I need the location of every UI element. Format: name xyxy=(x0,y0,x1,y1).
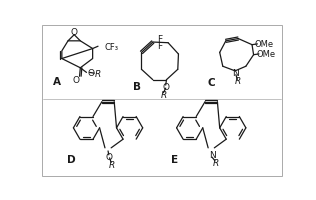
Text: F: F xyxy=(157,41,162,50)
Text: R: R xyxy=(160,90,167,99)
Text: N: N xyxy=(209,151,216,159)
Text: C: C xyxy=(207,77,215,87)
Text: D: D xyxy=(67,154,76,164)
Text: N: N xyxy=(233,69,239,78)
Text: OMe: OMe xyxy=(255,40,274,49)
Text: O: O xyxy=(72,75,79,84)
Text: B: B xyxy=(132,82,141,92)
Text: F: F xyxy=(157,35,162,43)
Text: R: R xyxy=(109,160,115,169)
Text: O: O xyxy=(71,28,78,37)
Text: O: O xyxy=(105,152,112,161)
Text: O: O xyxy=(162,83,169,92)
Text: E: E xyxy=(171,154,178,164)
Text: R: R xyxy=(95,69,101,78)
Text: R: R xyxy=(213,158,219,167)
Text: A: A xyxy=(53,76,61,86)
Text: R: R xyxy=(235,77,241,86)
Text: OMe: OMe xyxy=(256,50,276,59)
Text: O: O xyxy=(88,69,94,78)
Text: CF₃: CF₃ xyxy=(105,43,119,51)
